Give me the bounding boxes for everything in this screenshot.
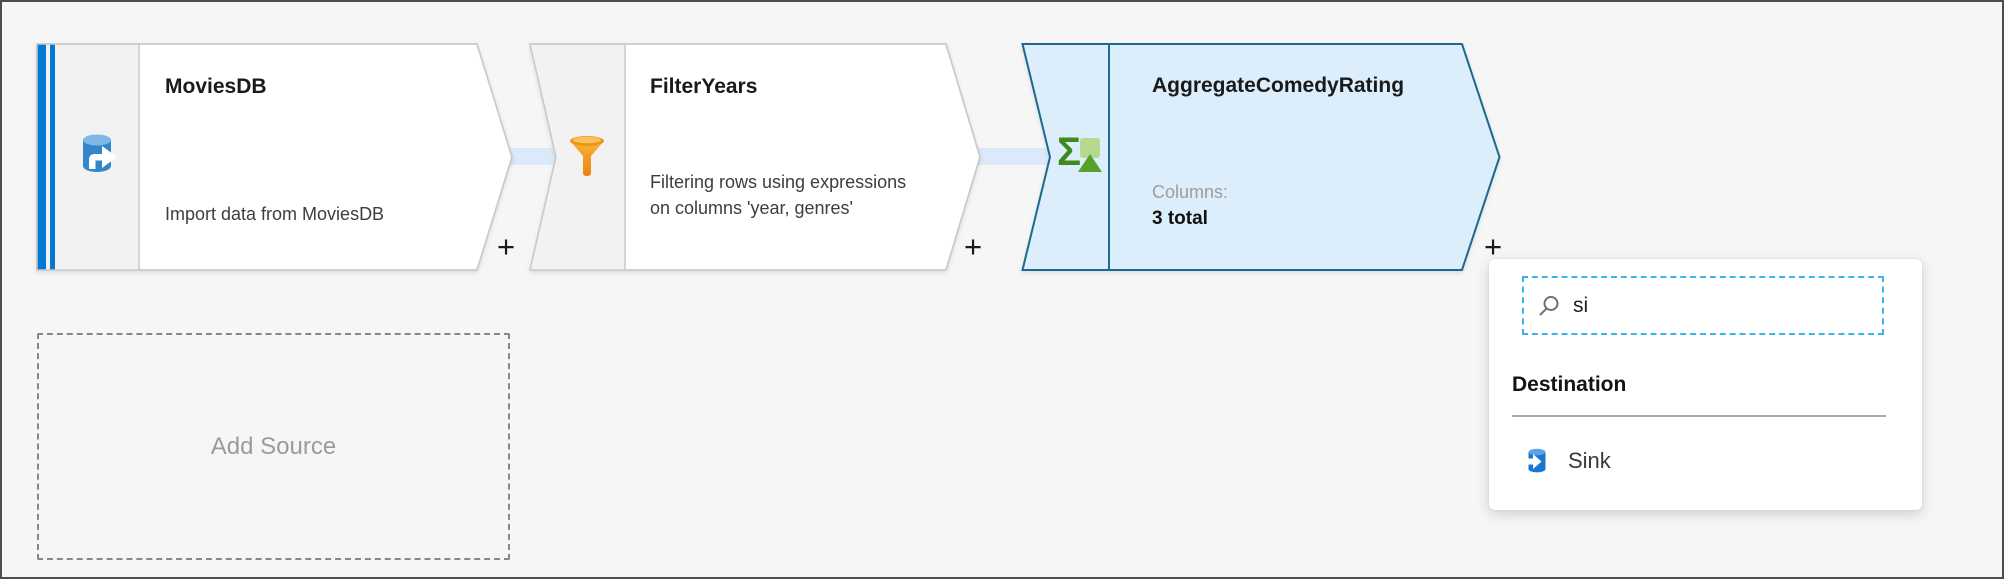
node-title: MoviesDB bbox=[165, 75, 267, 98]
node-title: FilterYears bbox=[650, 75, 758, 98]
node-title: AggregateComedyRating bbox=[1152, 74, 1405, 97]
source-database-icon bbox=[83, 134, 117, 172]
stream-connector bbox=[507, 148, 563, 165]
add-transformation-button[interactable]: + bbox=[1483, 229, 1503, 264]
stream-connector bbox=[974, 148, 1054, 165]
node-chevron-shape-selected bbox=[1021, 43, 1501, 271]
transformation-search-input[interactable] bbox=[1573, 293, 1882, 318]
columns-label: Columns: bbox=[1152, 182, 1229, 202]
transformation-picker-popup: Destination Sink bbox=[1489, 259, 1922, 510]
add-source-placeholder[interactable]: Add Source bbox=[37, 333, 510, 560]
add-source-label: Add Source bbox=[210, 432, 337, 460]
aggregate-icon-triangle bbox=[1078, 154, 1102, 172]
menu-item-sink[interactable]: Sink bbox=[1512, 431, 1898, 491]
aggregate-icon-sigma-glyph: Σ bbox=[1057, 130, 1082, 174]
node-source-moviesdb[interactable]: MoviesDB Import data from MoviesDB bbox=[36, 43, 513, 271]
node-filter-filteryears[interactable]: FilterYears Filtering rows using express… bbox=[529, 43, 981, 271]
menu-item-label: Sink bbox=[1568, 448, 1611, 473]
node-description: Filtering rows using expressions on colu… bbox=[650, 172, 907, 218]
aggregate-sigma-icon: Σ bbox=[1057, 132, 1105, 176]
node-aggregate-comedyrating[interactable]: Σ AggregateComedyRating Columns: 3 total bbox=[1021, 42, 1501, 272]
columns-value: 3 total bbox=[1152, 208, 1208, 229]
node-description: Import data from MoviesDB bbox=[165, 204, 385, 224]
category-divider bbox=[1512, 415, 1886, 417]
add-transformation-button[interactable]: + bbox=[496, 229, 516, 264]
sink-database-icon bbox=[1523, 448, 1546, 472]
aggregate-icon-square bbox=[1080, 138, 1100, 158]
node-chevron-shape bbox=[529, 43, 981, 271]
transformation-search-box[interactable] bbox=[1522, 276, 1884, 335]
filter-funnel-icon bbox=[570, 136, 604, 176]
category-header: Destination bbox=[1512, 373, 1627, 396]
add-transformation-button[interactable]: + bbox=[963, 229, 983, 264]
search-icon bbox=[1539, 295, 1559, 315]
